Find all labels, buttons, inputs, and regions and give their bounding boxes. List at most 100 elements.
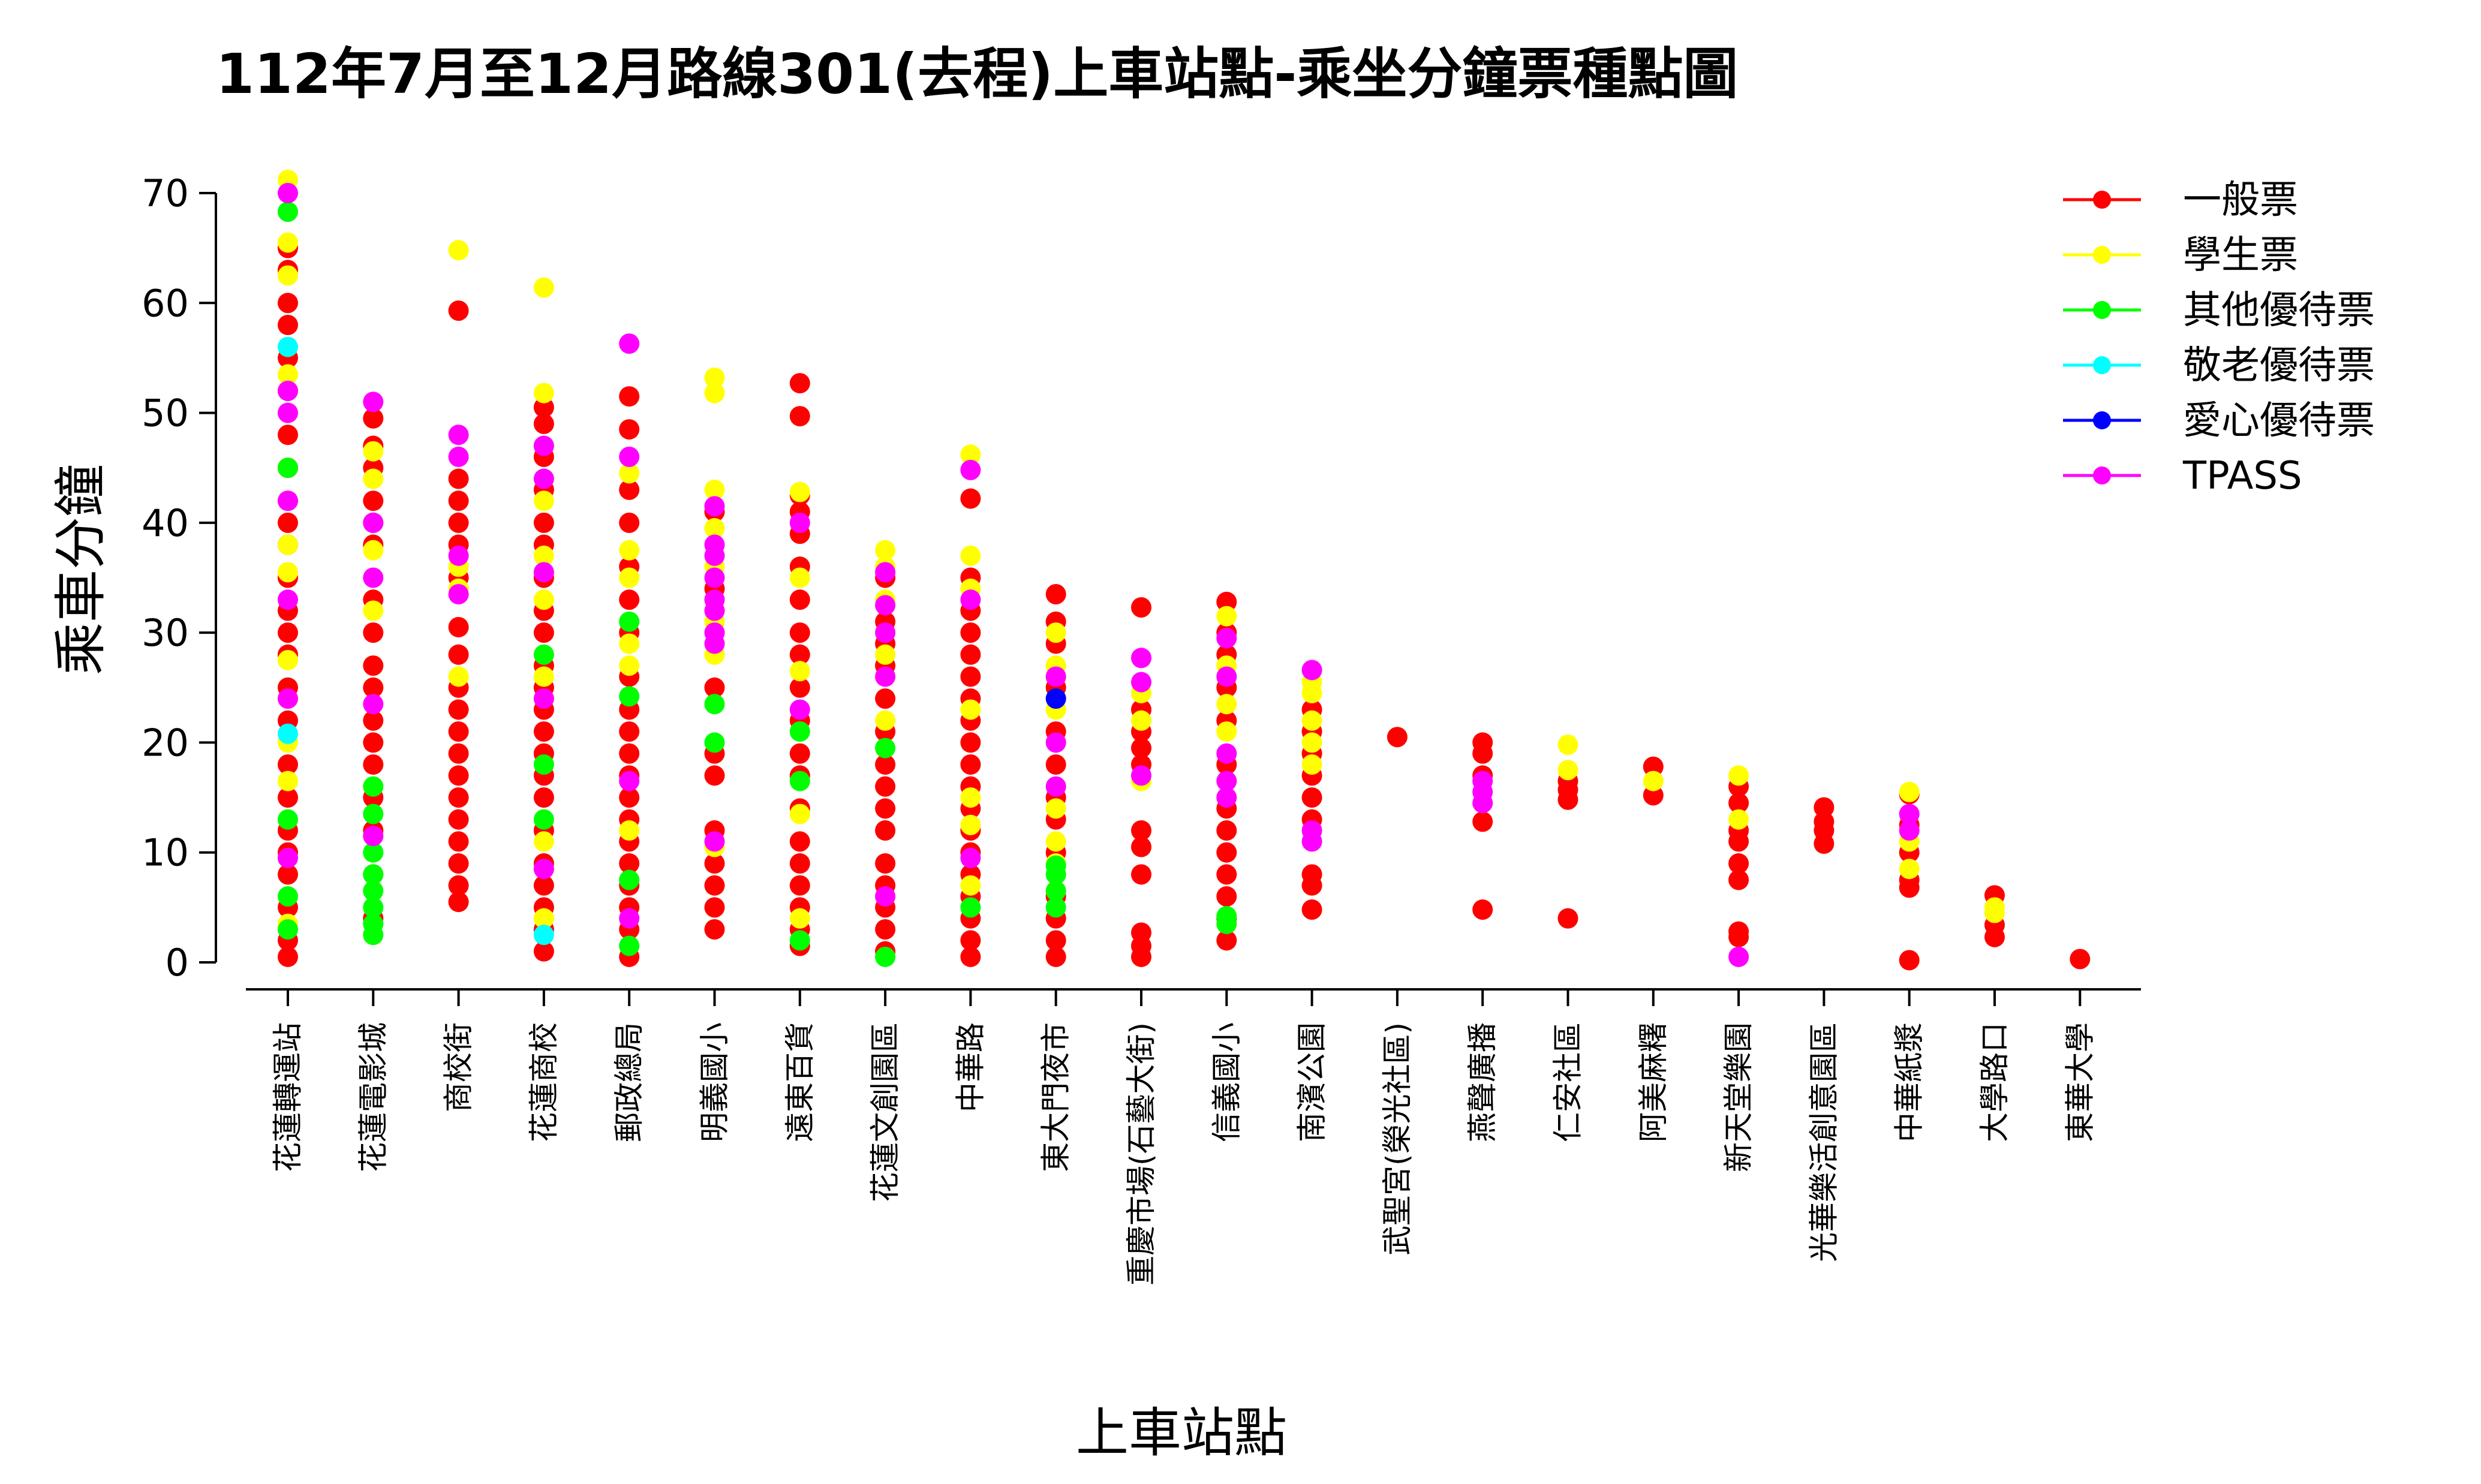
data-point — [534, 490, 554, 511]
data-point — [534, 787, 554, 808]
data-point — [1984, 897, 2005, 917]
data-point — [449, 666, 469, 687]
data-point — [960, 732, 981, 752]
data-point — [534, 831, 554, 851]
data-point — [1046, 584, 1066, 604]
y-tick-label: 50 — [142, 392, 189, 435]
data-point — [1302, 899, 1322, 920]
data-point — [1899, 950, 1920, 970]
data-point — [960, 546, 981, 566]
data-point — [1216, 606, 1237, 627]
data-point — [619, 419, 639, 440]
data-point — [278, 265, 298, 285]
data-point — [278, 589, 298, 610]
data-point — [875, 688, 895, 709]
data-point — [619, 820, 639, 841]
data-point — [875, 886, 895, 907]
data-point — [960, 815, 981, 835]
data-point — [363, 490, 383, 511]
data-point — [449, 490, 469, 511]
data-point — [1302, 820, 1322, 841]
data-point — [875, 820, 895, 841]
data-point — [449, 699, 469, 720]
data-point — [705, 496, 725, 516]
data-point — [278, 919, 298, 940]
data-point — [278, 688, 298, 709]
y-tick-label: 60 — [142, 281, 189, 325]
y-tick-label: 30 — [142, 611, 189, 655]
data-point — [875, 711, 895, 731]
data-point — [1216, 886, 1237, 907]
data-point — [363, 776, 383, 797]
data-point — [1728, 853, 1749, 874]
data-point — [790, 743, 810, 764]
data-point — [1046, 666, 1066, 687]
data-point — [1046, 732, 1066, 752]
data-point — [875, 853, 895, 874]
data-point — [1216, 842, 1237, 863]
legend-label: 一般票 — [2183, 178, 2298, 222]
data-point — [534, 278, 554, 298]
data-point — [449, 584, 469, 604]
data-point — [1472, 899, 1493, 920]
data-point — [278, 381, 298, 401]
data-point — [1216, 628, 1237, 648]
data-point — [1216, 743, 1237, 764]
data-point — [790, 589, 810, 610]
data-point — [449, 240, 469, 260]
y-axis-label: 乘車分鐘 — [50, 464, 112, 675]
data-point — [449, 469, 469, 489]
data-point — [449, 645, 469, 665]
data-point — [278, 886, 298, 907]
legend-marker — [2093, 356, 2111, 374]
data-point — [960, 787, 981, 808]
data-point — [790, 831, 810, 851]
data-point — [449, 875, 469, 896]
data-point — [534, 383, 554, 404]
data-point — [790, 482, 810, 502]
x-tick-label: 燕聲廣播 — [1465, 1022, 1500, 1142]
data-point — [1216, 820, 1237, 841]
x-axis-label: 上車站點 — [1076, 1402, 1287, 1464]
data-point — [278, 315, 298, 335]
data-point — [534, 436, 554, 456]
data-point — [1216, 906, 1237, 926]
data-point — [960, 622, 981, 643]
legend-label: 敬老優待票 — [2183, 344, 2375, 388]
data-point — [1643, 771, 1664, 791]
data-point — [1899, 782, 1920, 802]
data-point — [619, 589, 639, 610]
data-point — [534, 562, 554, 582]
x-tick-label: 郵政總局 — [612, 1022, 646, 1142]
x-tick-label: 東華大學 — [2062, 1022, 2097, 1142]
data-point — [705, 897, 725, 917]
data-point — [790, 406, 810, 426]
data-point — [705, 875, 725, 896]
data-point — [363, 392, 383, 412]
legend-marker — [2093, 301, 2111, 319]
data-point — [363, 568, 383, 588]
data-point — [960, 489, 981, 509]
data-point — [705, 765, 725, 785]
data-point — [449, 300, 469, 321]
data-point — [278, 183, 298, 203]
data-point — [875, 947, 895, 967]
data-point — [1046, 930, 1066, 950]
data-point — [278, 457, 298, 478]
data-point — [790, 721, 810, 742]
data-point — [875, 798, 895, 818]
x-tick-label: 東大門夜市 — [1039, 1022, 1073, 1172]
data-point — [619, 908, 639, 929]
data-point — [875, 622, 895, 643]
data-point — [790, 513, 810, 533]
data-point — [619, 686, 639, 706]
data-point — [960, 699, 981, 720]
legend-label: 其他優待票 — [2183, 288, 2375, 333]
data-point — [790, 373, 810, 393]
legend: 一般票學生票其他優待票敬老優待票愛心優待票TPASS — [2063, 178, 2375, 498]
data-point — [619, 333, 639, 354]
data-point — [1728, 947, 1749, 967]
data-point — [1216, 864, 1237, 884]
data-point — [534, 469, 554, 489]
